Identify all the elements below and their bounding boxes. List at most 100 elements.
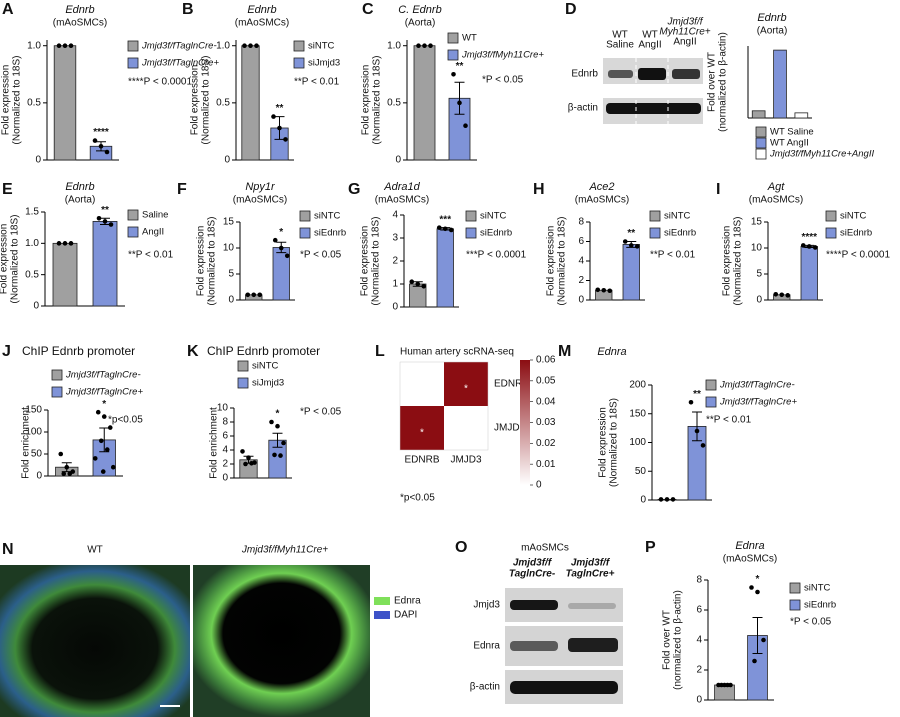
chart-subtitle: (mAoSMCs) [749,195,803,206]
legend-label: siEdnrb [314,228,346,239]
row-label: β-actin [568,103,598,114]
data-point [104,447,110,452]
data-point [281,440,286,446]
data-point [451,71,456,77]
data-point [257,292,263,298]
colorbar-label: 0.05 [536,375,556,386]
y-axis-label: (Normalized to 18S) [10,215,21,304]
data-point [249,461,254,466]
data-point [277,125,282,131]
data-point [436,225,442,230]
data-point [719,682,724,688]
data-point [812,245,818,250]
y-tick-label: 6 [696,605,702,616]
bar [751,110,766,119]
data-point [628,243,634,248]
lane-label: AngII [673,37,696,48]
blot-band [510,641,558,651]
chart-title: Ednrb [757,12,786,24]
y-tick-label: 4 [222,445,228,456]
error-bar [454,81,465,115]
y-axis-label: (Normalized to 18S) [371,217,382,306]
panel-letter: D [565,1,577,18]
y-tick-label: 100 [629,437,646,448]
colorbar-label: 0.04 [536,396,556,407]
blot-band [568,603,616,609]
blot-title: mAoSMCs [521,543,569,554]
legend-label: WT AngII [770,138,809,149]
row-label: Ednra [473,641,500,652]
legend-swatch [293,40,305,52]
lane-label: Myh11Cre+ [659,27,710,38]
blot-band [608,70,633,78]
data-point [248,43,253,49]
row-label: JMJD3 [494,423,526,434]
y-axis-label: Fold over WT [662,610,673,670]
y-tick-label: 0.5 [387,97,401,108]
chart-subtitle: (Aorta) [405,18,436,29]
y-tick-label: 15 [223,217,235,228]
y-axis-label: Fold expression [598,407,609,478]
data-point [694,428,700,434]
colorbar-label: 0.02 [536,438,556,449]
chart-title: Ednra [597,346,626,358]
legend-swatch [237,377,249,389]
data-point [96,215,102,221]
y-tick-label: 3 [392,233,398,244]
chart-subtitle: (Aorta) [757,26,788,37]
stat-note: ***P < 0.0001 [466,250,527,261]
legend-swatch [705,379,717,391]
blot-band [510,681,618,694]
legend-label: AngII [142,227,164,238]
data-point [779,292,785,298]
y-tick-label: 10 [217,403,229,414]
y-tick-label: 1.0 [387,40,401,51]
data-point [725,682,730,688]
chart-title: Ednra [735,540,764,552]
data-point [749,585,754,590]
bar [773,49,787,119]
data-point [278,245,284,251]
y-tick-label: 0 [228,295,234,306]
data-point [785,293,791,298]
y-axis-label: Fold expression [361,65,372,136]
legend-label: siEdnrb [480,228,512,239]
blot-band [638,68,666,80]
y-axis-label: Fold expression [1,65,12,136]
significance: * [279,227,283,238]
data-point [755,589,760,595]
data-point [442,226,448,232]
data-point [664,497,670,502]
legend-label: Jmjd3f/fTaglnCre- [719,380,795,391]
significance: * [464,384,468,395]
significance: **** [801,232,817,243]
legend-label: siEdnrb [840,228,872,239]
bar [794,112,809,119]
y-tick-label: 8 [222,417,228,428]
panel-letter: C [362,1,374,18]
error-bar [272,432,283,448]
data-point [61,471,67,477]
chart-title: Npy1r [245,181,276,193]
significance: ** [101,205,109,216]
heatmap-cell [444,406,488,450]
data-point [240,449,245,454]
data-point [56,241,62,246]
data-point [100,469,106,474]
data-point [463,123,468,129]
chart-title: C. Ednrb [398,4,441,16]
legend-swatch [789,582,801,594]
data-point [62,43,68,49]
y-tick-label: 8 [578,217,584,228]
legend-label: Jmjd3f/fMyh11Cre+AngII [769,149,874,160]
significance: ** [693,389,701,400]
y-tick-label: 0 [696,695,702,706]
image-label: Jmjd3f/fMyh11Cre+ [241,545,328,556]
y-axis-label: Fold expression [190,65,201,136]
data-point [251,292,257,298]
stat-note: ****P < 0.0001 [128,77,192,88]
legend-swatch [51,386,63,398]
data-point [272,237,278,243]
legend-swatch [649,227,661,239]
lane-label: Saline [606,40,634,51]
